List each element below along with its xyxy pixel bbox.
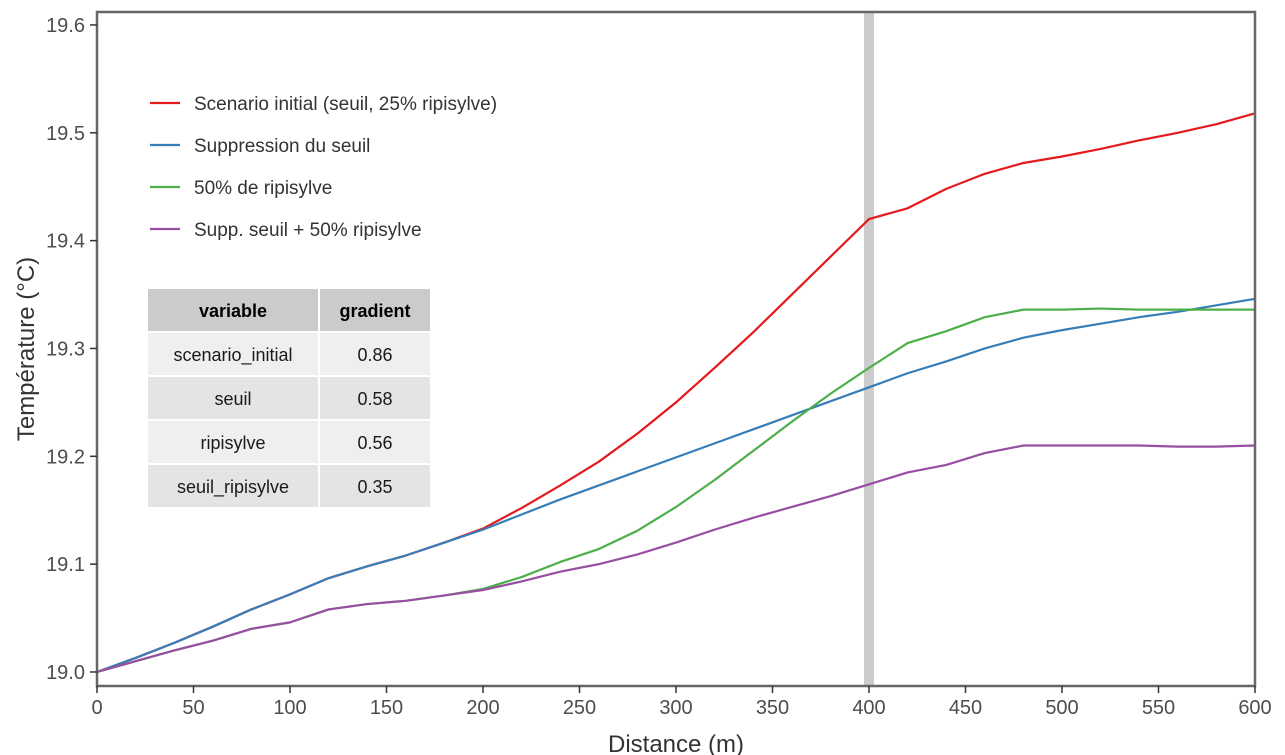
- y-axis: 19.0 19.1 19.2 19.3 19.4 19.5 19.6: [46, 15, 97, 684]
- table-cell-text: 0.56: [357, 433, 392, 453]
- table-header-label: gradient: [339, 301, 410, 321]
- x-tick-label: 50: [182, 697, 204, 719]
- legend-label-1: Scenario initial (seuil, 25% ripisylve): [194, 94, 497, 115]
- x-axis: 0 50 100 150 200 250 300 350 400 450 500 550 600: [91, 686, 1272, 719]
- table-cell: [320, 333, 430, 375]
- x-tick-label: 600: [1238, 697, 1271, 719]
- table-cell: [320, 465, 430, 507]
- table-header-label: variable: [199, 301, 267, 321]
- table-cell-text: 0.58: [357, 389, 392, 409]
- legend: Scenario initial (seuil, 25% ripisylve) S…: [150, 94, 497, 241]
- y-tick-label: 19.0: [46, 662, 85, 684]
- x-tick-label: 300: [659, 697, 692, 719]
- table-header-cell: [320, 289, 430, 331]
- y-tick-label: 19.1: [46, 554, 85, 576]
- table-cell: [148, 377, 318, 419]
- legend-label-4: Supp. seuil + 50% ripisylve: [194, 220, 422, 241]
- table-cell: [320, 421, 430, 463]
- x-tick-label: 550: [1142, 697, 1175, 719]
- table-cell: [148, 421, 318, 463]
- table-cell-text: seuil_ripisylve: [177, 477, 289, 498]
- table-cell-text: ripisylve: [200, 433, 265, 453]
- vertical-marker-band: [864, 12, 874, 686]
- x-tick-label: 350: [756, 697, 789, 719]
- table-cell-text: 0.86: [357, 345, 392, 365]
- x-tick-label: 250: [563, 697, 596, 719]
- table-cell-text: seuil: [214, 389, 251, 409]
- series-line-2: [96, 297, 1256, 674]
- table-header-cell: [148, 289, 318, 331]
- table-cell-text: scenario_initial: [173, 345, 292, 366]
- x-tick-label: 0: [91, 697, 102, 719]
- x-tick-label: 500: [1045, 697, 1078, 719]
- y-tick-label: 19.5: [46, 123, 85, 145]
- x-tick-label: 150: [370, 697, 403, 719]
- y-tick-label: 19.6: [46, 15, 85, 37]
- gradient-table: variable gradient scenario_initial 0.86 seui…: [148, 289, 430, 507]
- x-tick-label: 450: [949, 697, 982, 719]
- vertical-marker-layer: [864, 12, 874, 686]
- y-axis-title: Température (°C): [13, 257, 40, 441]
- y-tick-label: 19.2: [46, 446, 85, 468]
- table-cell: [148, 465, 318, 507]
- series-line-4: [96, 444, 1256, 674]
- table-cell: [148, 333, 318, 375]
- legend-label-2: Suppression du seuil: [194, 136, 370, 157]
- legend-label-3: 50% de ripisylve: [194, 178, 332, 199]
- y-tick-label: 19.3: [46, 338, 85, 360]
- y-tick-label: 19.4: [46, 231, 85, 253]
- x-tick-label: 400: [852, 697, 885, 719]
- table-cell: [320, 377, 430, 419]
- x-tick-label: 100: [273, 697, 306, 719]
- x-tick-label: 200: [466, 697, 499, 719]
- series-lines: [96, 112, 1256, 674]
- table-cell-text: 0.35: [357, 477, 392, 497]
- x-axis-title: Distance (m): [608, 731, 744, 755]
